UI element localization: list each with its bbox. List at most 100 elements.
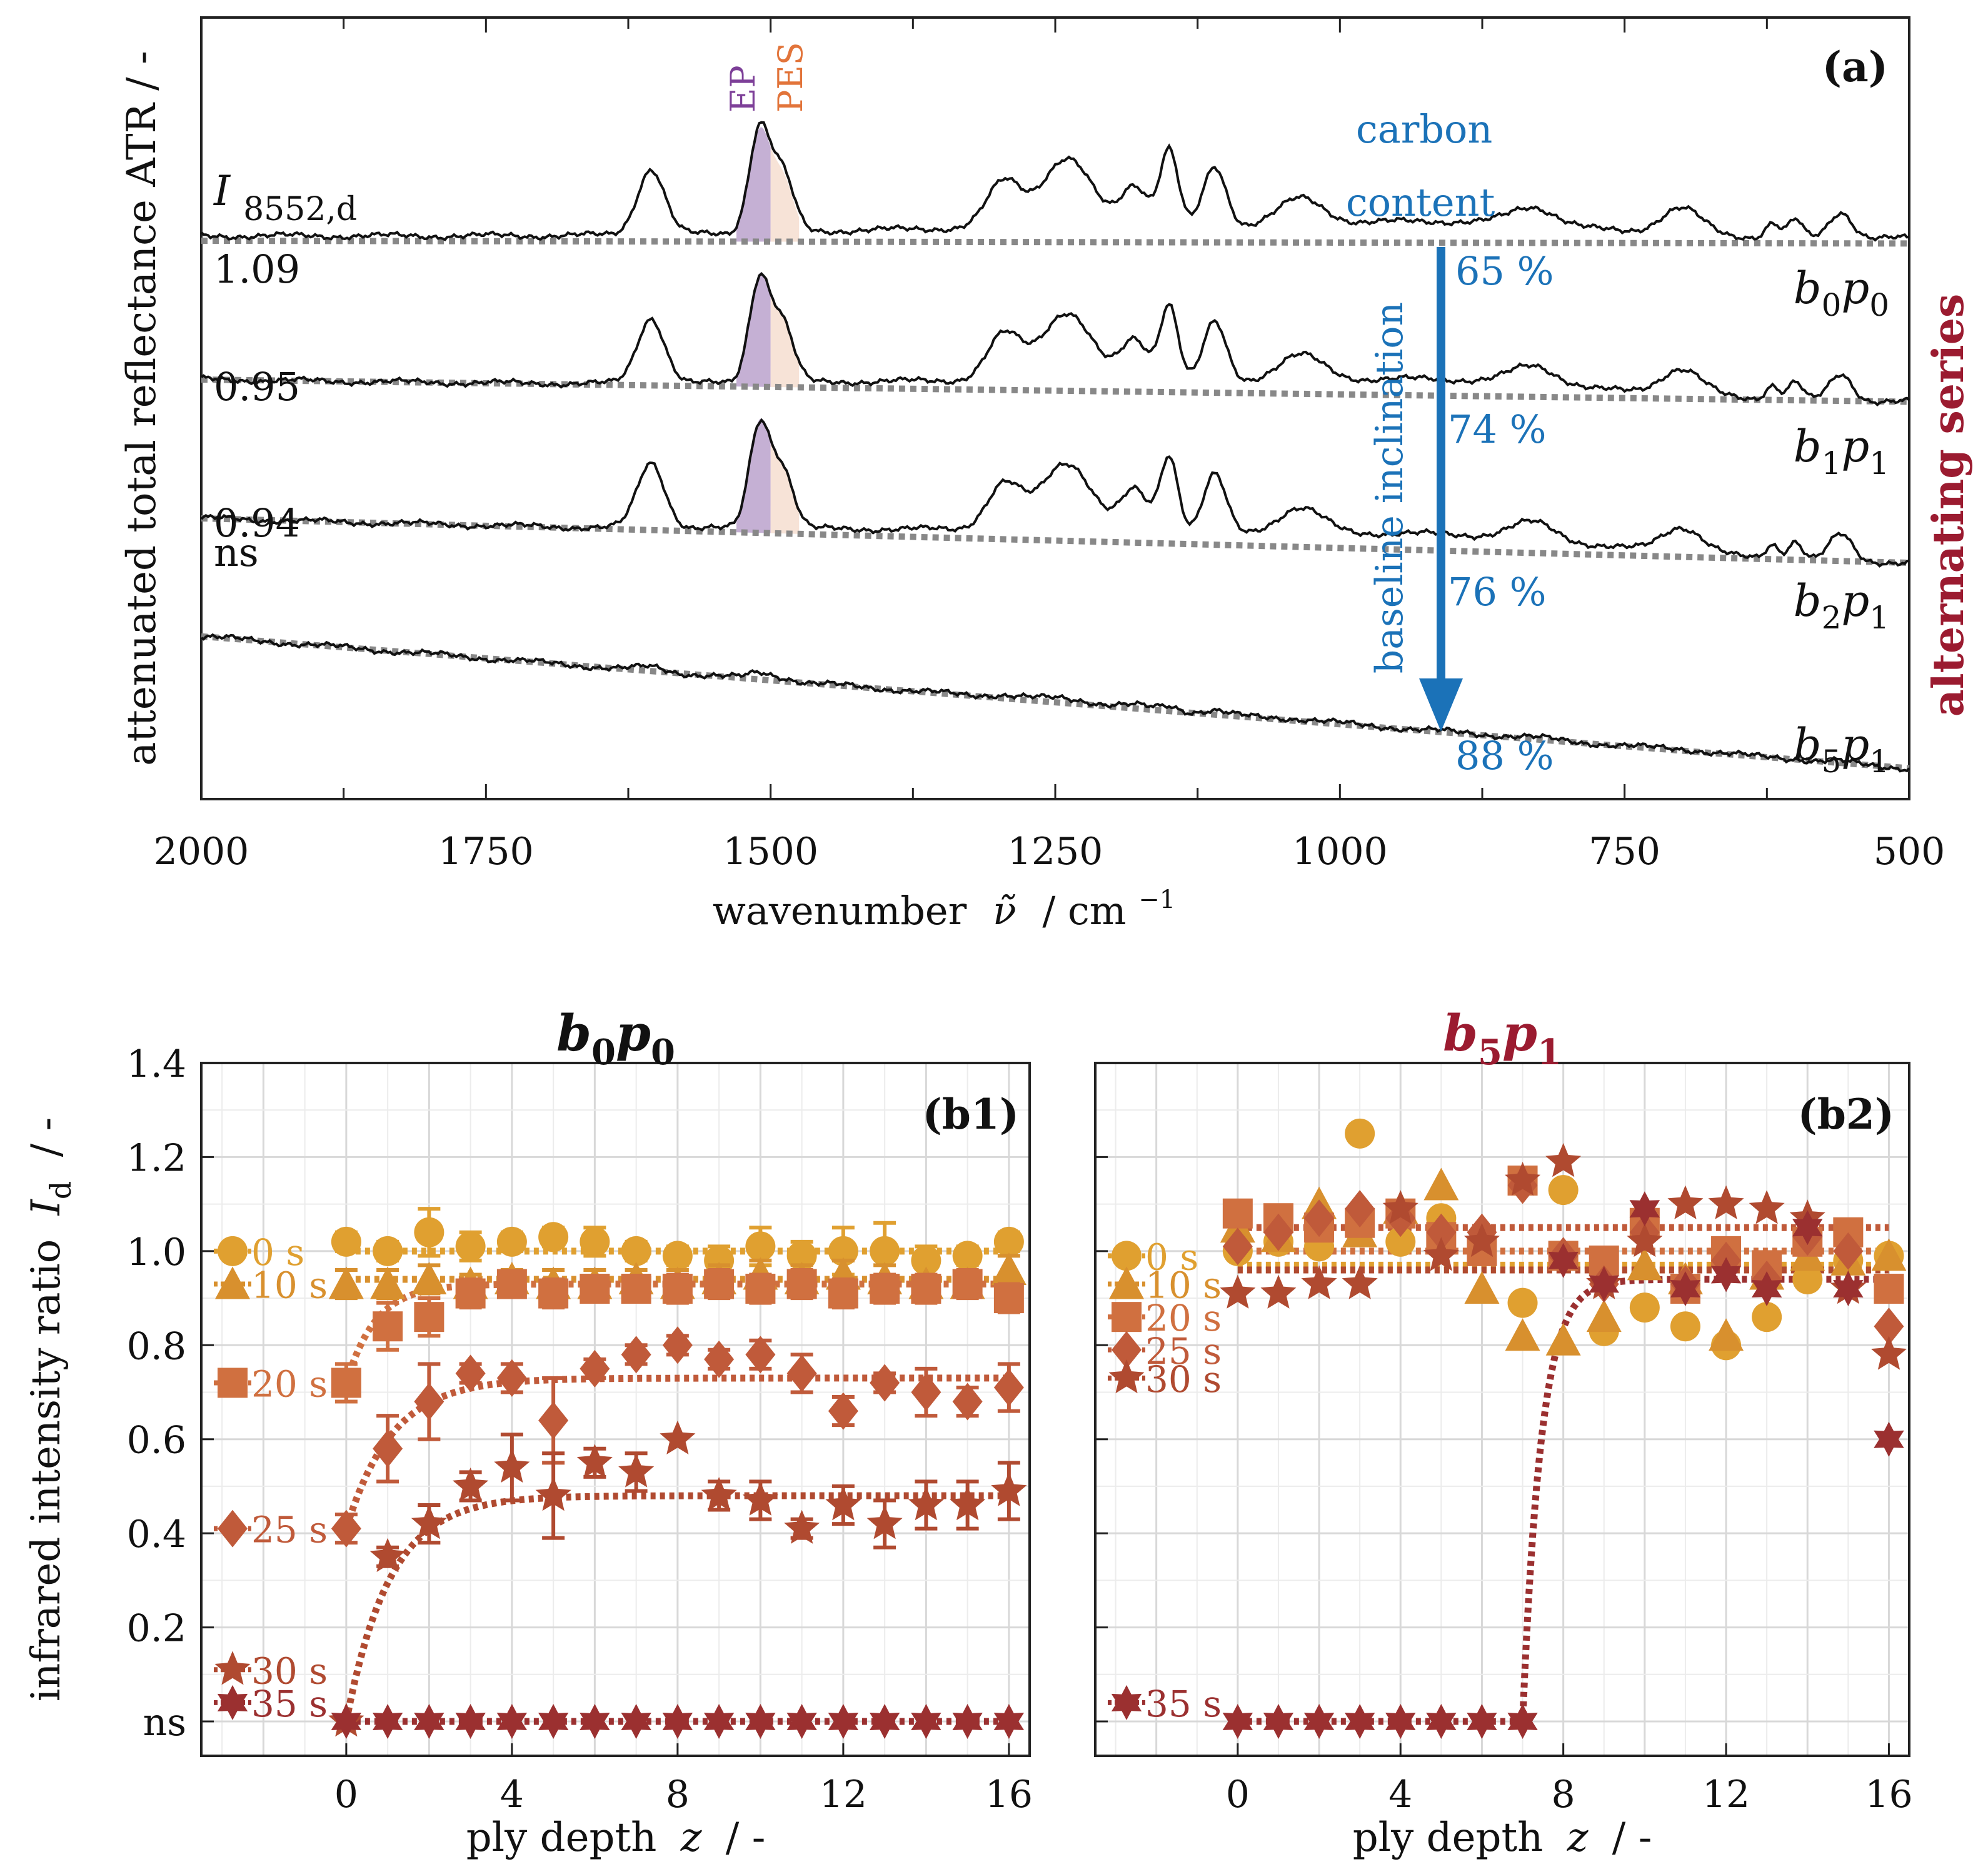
b2-point-30s: [1545, 1143, 1582, 1177]
b-ylabel: infrared intensity ratio Id / -: [23, 1117, 78, 1701]
svg-text:wavenumber ν̃: wavenumber ν̃ / cm −1: [713, 885, 1175, 934]
panel-a-spectra: [200, 121, 1910, 773]
b1-point-25s: [662, 1326, 693, 1364]
b1-point-30s: [535, 1477, 571, 1511]
b1-ytick-label: 0.8: [127, 1324, 186, 1368]
b2-point-35s: [1344, 1704, 1375, 1739]
b2-xlabel-main: ply depth: [1353, 1815, 1544, 1861]
b2-xtick-label: 12: [1702, 1773, 1750, 1816]
ratio-label-b2p1: 0.94: [214, 500, 300, 546]
b1-title: b0p0: [556, 1004, 675, 1073]
side-label-alternating-series: alternating series: [1924, 294, 1974, 717]
b1-fit-30s: [343, 1492, 1009, 1723]
b1-xlabel: ply depth z / -: [466, 1815, 766, 1861]
b1-xlabel-unit: / -: [726, 1815, 766, 1861]
b1-legend-marker-25s: [218, 1509, 248, 1548]
b1-point-35s: [455, 1704, 486, 1739]
pes-label: PES: [771, 42, 810, 113]
b1-legend-marker-0s: [218, 1236, 248, 1266]
b2-point-20s: [1874, 1274, 1904, 1304]
b1-point-25s: [704, 1340, 735, 1378]
b2-legend-label-10s: 10 s: [1145, 1264, 1222, 1307]
b2-point-30s: [1505, 1162, 1541, 1196]
b1-point-25s: [621, 1336, 651, 1374]
b1-point-30s: [369, 1538, 406, 1572]
b2-point-35s: [1426, 1704, 1457, 1739]
b1-tag: (b1): [922, 1090, 1019, 1139]
b1-point-0s: [662, 1241, 693, 1271]
b1-point-20s: [580, 1274, 610, 1304]
series-label-p: p: [1841, 421, 1869, 472]
b2-title-p: p: [1502, 1004, 1537, 1062]
baseline-arrow: [1419, 247, 1463, 732]
b1-point-25s: [580, 1349, 610, 1388]
panel-a-xtick-label: 1000: [1292, 830, 1388, 874]
b1-point-20s: [828, 1278, 858, 1309]
b1-xtick-label: 0: [334, 1773, 358, 1816]
b2-point-10s: [1586, 1299, 1622, 1332]
b2-point-0s: [1629, 1292, 1660, 1323]
b1-point-25s: [414, 1383, 444, 1421]
svg-text:ply depth z /: ply depth z / -: [1353, 1815, 1652, 1861]
ep-band-b2p1: [736, 418, 771, 533]
b1-point-20s: [496, 1269, 527, 1299]
b1-point-30s: [494, 1448, 530, 1483]
b2-point-35s: [1548, 1242, 1579, 1278]
series-label-b: b: [1794, 575, 1822, 627]
b2-legend-label-0s: 0 s: [1145, 1236, 1198, 1278]
b1-point-0s: [373, 1236, 403, 1266]
panel-a-xlabel: wavenumber ν̃ / cm −1: [713, 885, 1175, 934]
svg-text:ply depth z /: ply depth z / -: [466, 1815, 766, 1861]
b2-point-35s: [1589, 1266, 1619, 1302]
b2-point-25s: [1833, 1232, 1864, 1270]
b1-point-20s: [373, 1311, 403, 1342]
b1-point-30s: [742, 1481, 778, 1516]
series-label-b: b: [1794, 263, 1822, 314]
b2-legend-marker-0s: [1112, 1241, 1142, 1271]
series-label-p-sub: 1: [1869, 600, 1889, 636]
intensity-label-sub: 8552,d: [243, 191, 357, 228]
b1-point-0s: [414, 1217, 444, 1247]
panel-a-xlabel-unit: / cm: [1042, 888, 1126, 934]
ep-label: EP: [723, 65, 763, 113]
b2-point-0s: [1507, 1287, 1538, 1318]
b1-point-30s: [908, 1486, 944, 1521]
b1-point-20s: [786, 1269, 817, 1299]
b2-point-35s: [1670, 1271, 1701, 1306]
b1-point-30s: [950, 1486, 986, 1521]
b1-point-25s: [993, 1368, 1024, 1406]
b2-title-b-sub: 5: [1478, 1032, 1502, 1073]
b1-point-20s: [414, 1302, 444, 1332]
b2-grid: [1095, 1062, 1909, 1756]
b2-point-0s: [1792, 1264, 1823, 1294]
b1-point-20s: [621, 1274, 651, 1304]
series-label-b-sub: 1: [1822, 445, 1842, 481]
carbon-content-label-1: carbon: [1356, 106, 1492, 152]
b2-point-10s: [1545, 1322, 1581, 1356]
b2-point-30s: [1423, 1237, 1459, 1271]
b1-xtick-label: 12: [820, 1773, 867, 1816]
series-label-b: b: [1794, 421, 1822, 472]
ratio-label-b5p1: ns: [214, 530, 259, 575]
b1-title-b: b: [556, 1004, 591, 1062]
b1-point-35s: [331, 1704, 362, 1739]
b2-point-30s: [1342, 1265, 1378, 1299]
b2-point-10s: [1505, 1318, 1540, 1351]
series-label-p-sub: 1: [1869, 743, 1889, 780]
b1-ticks: ns 0.2 0.4 0.6 0.8 1.0 1.2 1.4 0 4 8 12 16: [127, 1042, 1033, 1816]
b1-point-25s: [952, 1383, 983, 1421]
b1-point-20s: [455, 1278, 486, 1309]
spectrum-b0p0: [200, 121, 1910, 242]
b1-point-30s: [453, 1467, 489, 1502]
b1-point-35s: [828, 1704, 859, 1739]
b1-ytick-label: 0.4: [127, 1513, 186, 1556]
b-ylabel-sym: I: [23, 1198, 69, 1216]
b1-ytick-label: 1.0: [127, 1231, 186, 1274]
b2-point-10s: [1627, 1247, 1662, 1281]
b1-point-10s: [991, 1252, 1027, 1285]
b2-point-35s: [1874, 1421, 1904, 1457]
b2-legend-label-35s: 35 s: [1145, 1683, 1222, 1725]
b1-point-0s: [786, 1241, 817, 1271]
b1-point-0s: [621, 1236, 651, 1266]
b1-point-20s: [745, 1274, 776, 1304]
